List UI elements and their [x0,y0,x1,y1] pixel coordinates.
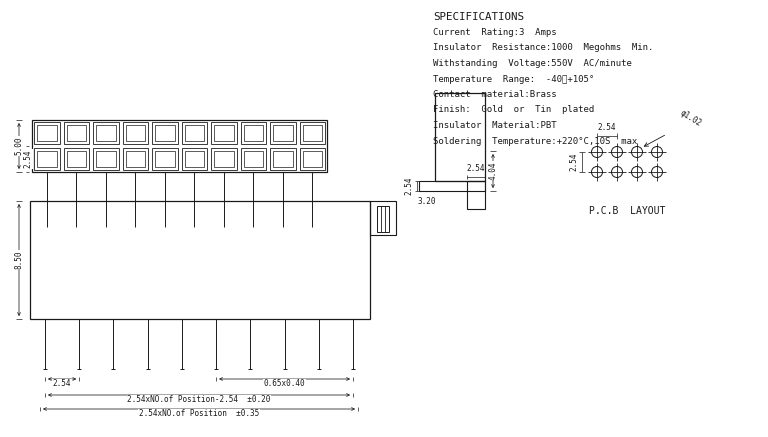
Bar [64,148,89,170]
Bar [370,201,396,235]
Bar [181,148,207,170]
Bar [34,122,59,144]
Bar [214,125,233,141]
Bar [125,125,145,141]
Bar [155,151,174,167]
Text: 0.65x0.40: 0.65x0.40 [263,379,306,388]
Text: Contact  material:Brass: Contact material:Brass [433,90,557,99]
Bar [270,122,296,144]
Bar [93,122,118,144]
Bar [184,151,204,167]
Text: 2.54: 2.54 [598,123,616,132]
Bar [270,148,296,170]
Bar [240,148,266,170]
Bar [300,148,325,170]
Text: Temperature  Range:  -40～+105°: Temperature Range: -40～+105° [433,74,594,83]
Bar [181,122,207,144]
Bar [240,122,266,144]
Bar [64,122,89,144]
Bar [273,125,293,141]
Bar [377,206,389,232]
Bar [30,201,370,319]
Text: P.C.B  LAYOUT: P.C.B LAYOUT [589,206,665,216]
Bar [93,148,118,170]
Text: Insulator  Material:PBT: Insulator Material:PBT [433,121,557,130]
Bar [34,148,59,170]
Bar [37,125,57,141]
Bar [243,151,263,167]
Text: Current  Rating:3  Amps: Current Rating:3 Amps [433,28,557,37]
Bar [303,151,322,167]
Text: Soldering  Temperature:+220°C,10S  max: Soldering Temperature:+220°C,10S max [433,136,637,146]
Bar [96,151,115,167]
Bar [96,125,115,141]
Bar [273,151,293,167]
Bar [67,125,86,141]
Text: 2.54: 2.54 [467,164,485,173]
Bar [303,125,322,141]
Bar [67,151,86,167]
Text: 8.50: 8.50 [15,251,24,269]
Text: Withstanding  Voltage:550V  AC/minute: Withstanding Voltage:550V AC/minute [433,59,632,68]
Text: 2.54: 2.54 [404,177,413,195]
Bar [435,93,485,181]
Text: SPECIFICATIONS: SPECIFICATIONS [433,12,524,22]
Text: φ1.02: φ1.02 [679,108,703,128]
Bar [467,181,485,209]
Bar [214,151,233,167]
Bar [37,151,57,167]
Bar [152,122,177,144]
Bar [32,120,327,172]
Bar [184,125,204,141]
Bar [419,181,485,191]
Bar [211,122,237,144]
Text: Finish:  Gold  or  Tin  plated: Finish: Gold or Tin plated [433,105,594,114]
Bar [155,125,174,141]
Bar [243,125,263,141]
Text: 5.00: 5.00 [15,137,24,155]
Bar [152,148,177,170]
Text: 2.54xNO.of Position  ±0.35: 2.54xNO.of Position ±0.35 [139,409,259,419]
Bar [300,122,325,144]
Text: 4.04: 4.04 [488,162,498,180]
Text: 2.54: 2.54 [53,379,71,388]
Bar [125,151,145,167]
Text: 3.20: 3.20 [418,197,436,206]
Bar [123,148,148,170]
Text: Insulator  Resistance:1000  Megohms  Min.: Insulator Resistance:1000 Megohms Min. [433,44,654,52]
Text: 2.54xNO.of Position-2.54  ±0.20: 2.54xNO.of Position-2.54 ±0.20 [127,395,270,405]
Bar [211,148,237,170]
Bar [123,122,148,144]
Text: 2.54: 2.54 [23,150,32,168]
Text: 2.54: 2.54 [569,153,578,171]
